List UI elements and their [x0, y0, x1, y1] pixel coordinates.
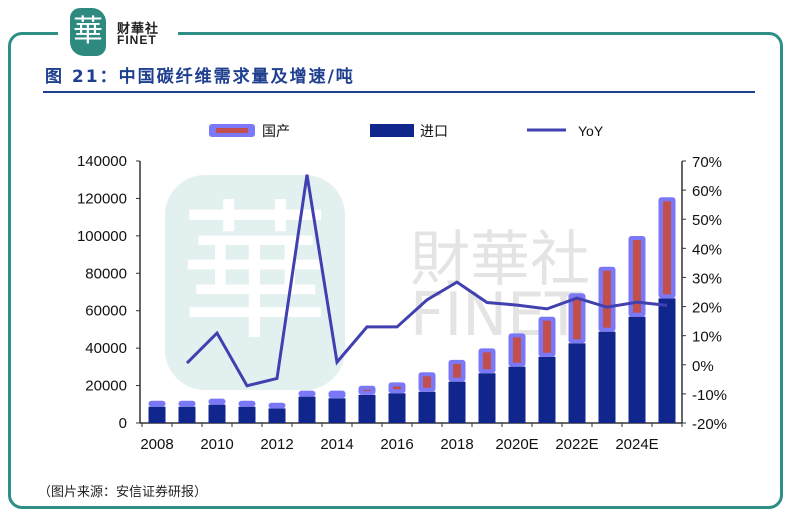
right-tick-label: 0% — [692, 358, 714, 375]
bar-import-2024E — [628, 316, 646, 423]
watermark-glyph: 華 — [180, 187, 330, 361]
tick-labels: 0 20000 40000 60000 80000 100000 120000 140000 -… — [77, 153, 727, 453]
bar-import-2014 — [328, 398, 346, 423]
bar-domestic-inner-2017 — [423, 376, 431, 388]
bar-import-2025E — [658, 298, 676, 423]
bar-import-2015 — [358, 394, 376, 423]
chart-frame — [8, 32, 783, 509]
bar-domestic-inner-2018 — [453, 363, 461, 378]
right-tick-label: -10% — [692, 387, 727, 404]
left-tick-label: 20000 — [85, 378, 127, 395]
left-tick-label: 40000 — [85, 340, 127, 357]
x-tick-label: 2012 — [260, 436, 293, 453]
bar-import-2021E — [538, 356, 556, 423]
bar-domestic-inner-2024E — [633, 240, 641, 313]
bar-import-2010 — [208, 404, 226, 423]
bar-import-2011 — [238, 406, 256, 423]
bar-import-2008 — [148, 406, 166, 423]
figure-title: 图 21：中国碳纤维需求量及增速/吨 — [45, 67, 355, 87]
watermark: 華 財華社 FINET — [165, 175, 590, 390]
bar-domestic-inner-2025E — [663, 201, 671, 295]
title-rule — [43, 91, 755, 93]
logo-text-en: FINET — [117, 33, 157, 47]
bar-domestic-inner-2015 — [363, 389, 371, 391]
bar-domestic-inner-2023E — [603, 270, 611, 328]
x-tick-label: 2014 — [320, 436, 353, 453]
bar-domestic-2014 — [328, 390, 346, 399]
axes — [136, 160, 686, 427]
right-tick-label: 20% — [692, 300, 722, 317]
bar-domestic-inner-2022E — [573, 297, 581, 340]
x-tick-label: 2022E — [555, 436, 598, 453]
right-tick-label: 70% — [692, 154, 722, 171]
left-tick-label: 140000 — [77, 153, 127, 170]
x-tick-label: 2010 — [200, 436, 233, 453]
x-tick-label: 2008 — [140, 436, 173, 453]
left-tick-label: 60000 — [85, 303, 127, 320]
bar-import-2018 — [448, 381, 466, 423]
bar-domestic-2010 — [208, 398, 226, 405]
bar-domestic-2011 — [238, 400, 256, 407]
x-tick-label: 2016 — [380, 436, 413, 453]
legend: 国产 进口 YoY — [209, 123, 604, 139]
x-tick-label: 2018 — [440, 436, 473, 453]
finet-logo: 華 — [70, 8, 106, 56]
legend-label-domestic: 国产 — [262, 123, 290, 139]
source-note: （图片来源：安信证券研报） — [38, 484, 208, 499]
bar-domestic-inner-2021E — [543, 320, 551, 353]
right-tick-label: 40% — [692, 241, 722, 258]
bar-domestic-inner-2016 — [393, 386, 401, 390]
bar-domestic-2008 — [148, 400, 166, 407]
x-tick-label: 2024E — [615, 436, 658, 453]
right-tick-label: 60% — [692, 183, 722, 200]
bar-import-2022E — [568, 343, 586, 423]
watermark-cn: 財華社 — [410, 225, 590, 295]
legend-label-import: 进口 — [420, 123, 448, 139]
bar-import-2012 — [268, 408, 286, 423]
left-tick-label: 100000 — [77, 228, 127, 245]
yoy-line-group — [185, 174, 668, 388]
bar-import-2013 — [298, 396, 316, 423]
logo-text-cn: 财華社 — [117, 21, 160, 36]
bar-import-2020E — [508, 366, 526, 423]
right-tick-label: 30% — [692, 270, 722, 287]
legend-label-yoy: YoY — [578, 123, 604, 139]
right-tick-label: 10% — [692, 329, 722, 346]
watermark-en: FINET — [410, 280, 582, 350]
legend-swatch-domestic-inner — [216, 128, 248, 133]
bars — [148, 197, 676, 423]
bar-import-2023E — [598, 331, 616, 423]
legend-swatch-import — [370, 124, 414, 137]
left-tick-label: 0 — [119, 415, 127, 432]
bar-import-2016 — [388, 393, 406, 423]
bar-domestic-2013 — [298, 390, 316, 397]
bar-import-2009 — [178, 406, 196, 423]
bar-domestic-2012 — [268, 402, 286, 409]
right-tick-label: 50% — [692, 212, 722, 229]
bar-domestic-inner-2020E — [513, 337, 521, 363]
left-tick-label: 80000 — [85, 265, 127, 282]
x-tick-label: 2020E — [495, 436, 538, 453]
bar-domestic-inner-2019 — [483, 352, 491, 370]
bar-domestic-2009 — [178, 400, 196, 407]
bar-import-2019 — [478, 373, 496, 423]
bar-import-2017 — [418, 391, 436, 423]
right-tick-label: -20% — [692, 416, 727, 433]
left-tick-label: 120000 — [77, 190, 127, 207]
